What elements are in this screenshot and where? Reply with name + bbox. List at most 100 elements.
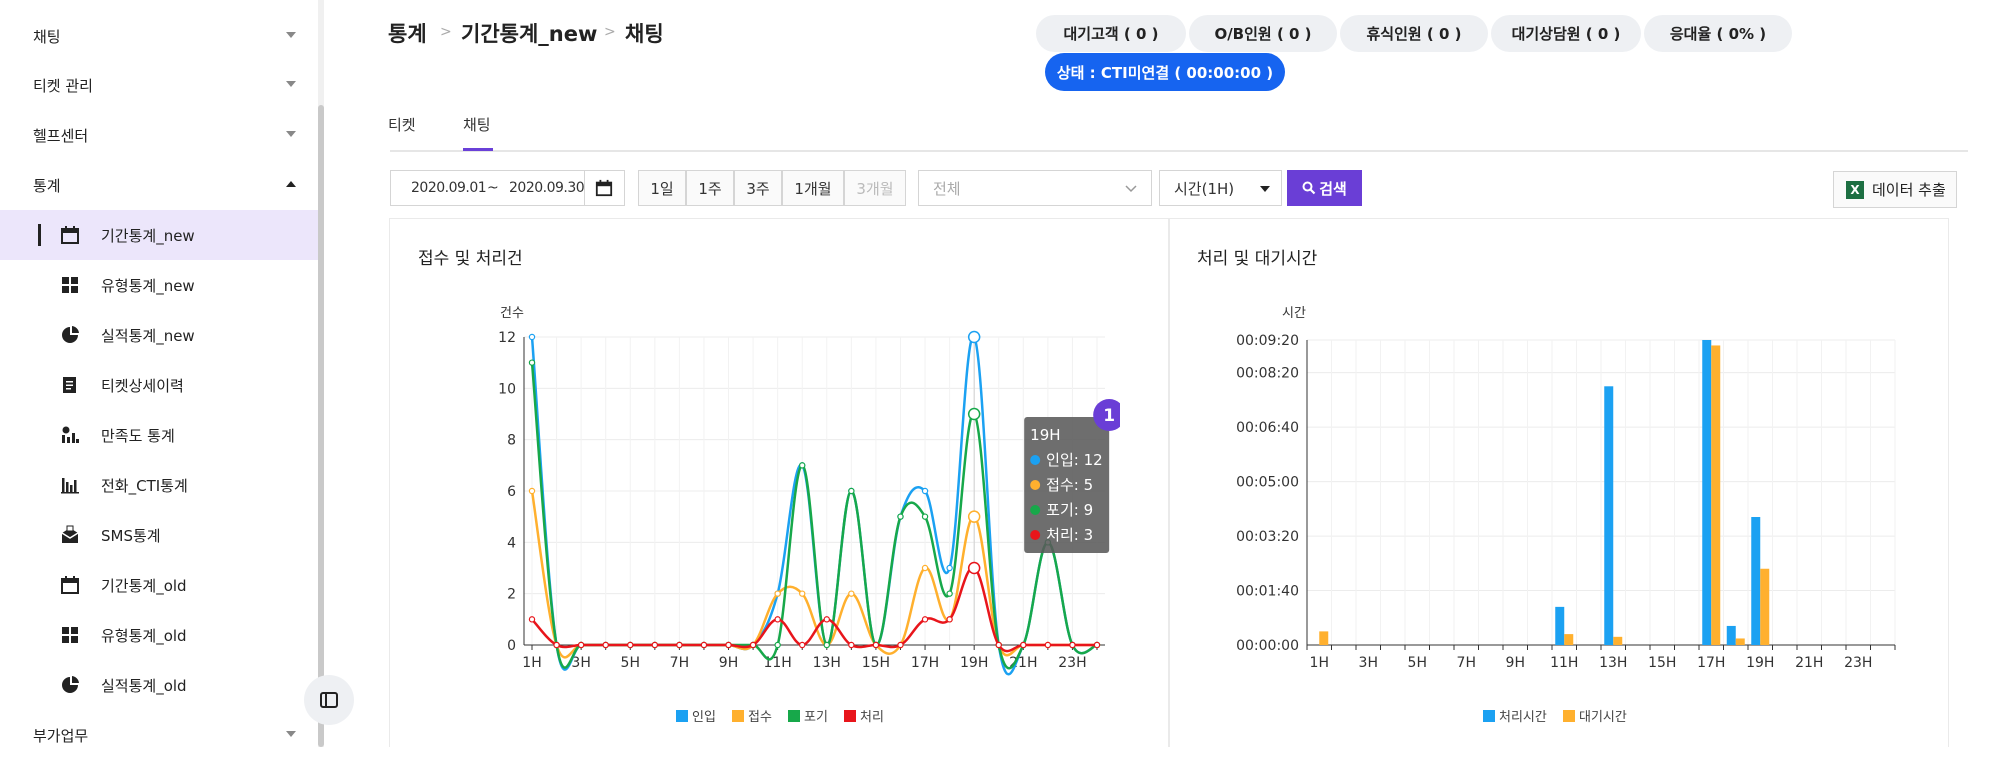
data-point — [872, 641, 880, 649]
breadcrumb-stats[interactable]: 통계 — [388, 22, 427, 46]
pie-icon — [62, 676, 79, 693]
sidebar-item-sms-stats[interactable]: SMS통계 — [0, 510, 318, 560]
period-1month-button[interactable]: 1개월 — [782, 170, 844, 206]
data-point — [1069, 641, 1076, 649]
period-3week-button[interactable]: 3주 — [734, 170, 782, 206]
document-icon — [63, 377, 76, 393]
legend-label: 접수 — [748, 710, 772, 725]
sidebar-menu-ticket[interactable]: 티켓 관리 — [0, 60, 318, 110]
chevron-down-icon — [286, 731, 296, 737]
chart-panel-time — [1169, 218, 1949, 747]
tooltip-row: 처리: 3 — [1046, 526, 1093, 544]
waiting-customers-button[interactable]: 대기고객 ( 0 ) — [1036, 15, 1186, 52]
sidebar-menu-chat[interactable]: 채팅 — [0, 11, 318, 61]
sidebar-item-ticket-history[interactable]: 티켓상세이력 — [0, 360, 318, 410]
sidebar-menu-helpcenter[interactable]: 헬프센터 — [0, 110, 318, 160]
sms-icon — [61, 525, 79, 543]
bar-inflow — [1702, 340, 1712, 645]
x-tick-label: 7H — [1457, 655, 1476, 671]
tab-divider — [390, 150, 1968, 152]
sidebar-item-type-old[interactable]: 유형통계_old — [0, 610, 318, 660]
ob-staff-button[interactable]: O/B인원 ( 0 ) — [1189, 15, 1337, 52]
x-tick-label: 17H — [1697, 655, 1725, 671]
data-point — [823, 641, 830, 649]
y-tick-label: 00:08:20 — [1236, 366, 1299, 382]
sidebar-scrollbar-thumb[interactable] — [318, 105, 324, 747]
data-point — [553, 641, 560, 649]
sidebar-item-type-new[interactable]: 유형통계_new — [0, 260, 318, 310]
search-button-label: 검색 — [1319, 179, 1347, 198]
sidebar-item-period-old[interactable]: 기간통계_old — [0, 560, 318, 610]
chart-title-count: 접수 및 처리건 — [418, 249, 523, 269]
excel-icon: X — [1846, 181, 1864, 199]
x-tick-label: 9H — [1506, 655, 1525, 671]
resting-staff-button[interactable]: 휴식인원 ( 0 ) — [1340, 15, 1488, 52]
sidebar-item-performance-old[interactable]: 실적통계_old — [0, 660, 318, 710]
x-tick-label: 5H — [621, 655, 640, 671]
interval-select[interactable]: 시간(1H) — [1159, 170, 1282, 206]
x-tick-label: 11H — [763, 655, 791, 671]
data-point — [774, 590, 781, 597]
bar-inflow — [1726, 625, 1736, 645]
x-tick-label: 21H — [1795, 655, 1823, 671]
bar-accept — [1319, 631, 1329, 645]
chevron-down-icon — [1125, 185, 1137, 193]
y-tick-label: 00:05:00 — [1236, 475, 1299, 491]
y-axis-label: 시간 — [1282, 306, 1306, 321]
sidebar-item-period-new[interactable]: 기간통계_new — [0, 210, 318, 260]
waiting-agents-button[interactable]: 대기상담원 ( 0 ) — [1491, 15, 1641, 52]
calendar-icon — [61, 226, 79, 244]
tooltip-row: 포기: 9 — [1046, 501, 1093, 519]
sidebar-menu-extra[interactable]: 부가업무 — [0, 710, 318, 760]
grid-icon — [62, 277, 78, 293]
tab-ticket[interactable]: 티켓 — [388, 116, 416, 134]
search-button[interactable]: 검색 — [1287, 170, 1362, 206]
x-tick-label: 11H — [1550, 655, 1578, 671]
bar-chart-icon — [61, 478, 79, 494]
response-rate-button[interactable]: 응대율 ( 0% ) — [1644, 15, 1792, 52]
sidebar-item-cti-stats[interactable]: 전화_CTI통계 — [0, 460, 318, 510]
bar-accept — [1613, 636, 1623, 645]
sidebar-collapse-button[interactable] — [304, 675, 354, 725]
y-tick-label: 00:00:00 — [1236, 638, 1299, 654]
breadcrumb-period-new[interactable]: 기간통계_new — [461, 22, 598, 46]
data-export-button[interactable]: X 데이터 추출 — [1833, 171, 1957, 208]
calendar-icon[interactable] — [595, 179, 613, 197]
date-range-input[interactable]: 2020.09.01 ~ 2020.09.30 — [390, 170, 625, 206]
sidebar-item-satisfaction[interactable]: 만족도 통계 — [0, 410, 318, 460]
sidebar-toggle-icon — [320, 692, 338, 708]
period-1week-button[interactable]: 1주 — [686, 170, 734, 206]
sidebar-item-label: 유형통계_old — [101, 627, 187, 645]
data-point — [528, 333, 536, 341]
bar-accept — [1735, 638, 1745, 645]
data-point — [897, 513, 904, 520]
period-1day-button[interactable]: 1일 — [638, 170, 686, 206]
sidebar-menu-label: 채팅 — [33, 27, 61, 46]
cti-status-button[interactable]: 상태 : CTI미연결 ( 00:00:00 ) — [1045, 53, 1285, 91]
x-tick-label: 19H — [960, 655, 988, 671]
category-select[interactable]: 전체 — [918, 170, 1152, 206]
step-badge-label: 1 — [1103, 406, 1115, 426]
period-3month-button[interactable]: 3개월 — [844, 170, 906, 206]
caret-down-icon — [1260, 186, 1270, 192]
sidebar-menu-stats[interactable]: 통계 — [0, 160, 318, 210]
x-tick-label: 3H — [571, 655, 590, 671]
data-point — [799, 641, 806, 649]
data-point — [946, 590, 953, 597]
satisfaction-icon — [62, 426, 79, 443]
data-point — [848, 487, 855, 495]
bar-chart: 시간 00:00:00 00:01:40 00:03:20 00:05:00 00:06:… — [1236, 306, 1896, 725]
sidebar-item-performance-new[interactable]: 실적통계_new — [0, 310, 318, 360]
tab-active-indicator — [463, 148, 493, 151]
data-point — [651, 641, 659, 649]
legend-label: 처리시간 — [1499, 710, 1547, 725]
x-tick-label: 7H — [670, 655, 689, 671]
x-tick-label: 15H — [1648, 655, 1676, 671]
search-icon — [1302, 181, 1316, 195]
data-point — [774, 616, 781, 623]
bar-accept — [1711, 345, 1721, 645]
tab-chat[interactable]: 채팅 — [463, 116, 491, 134]
x-tick-label: 9H — [719, 655, 738, 671]
x-tick-label: 1H — [1310, 655, 1329, 671]
